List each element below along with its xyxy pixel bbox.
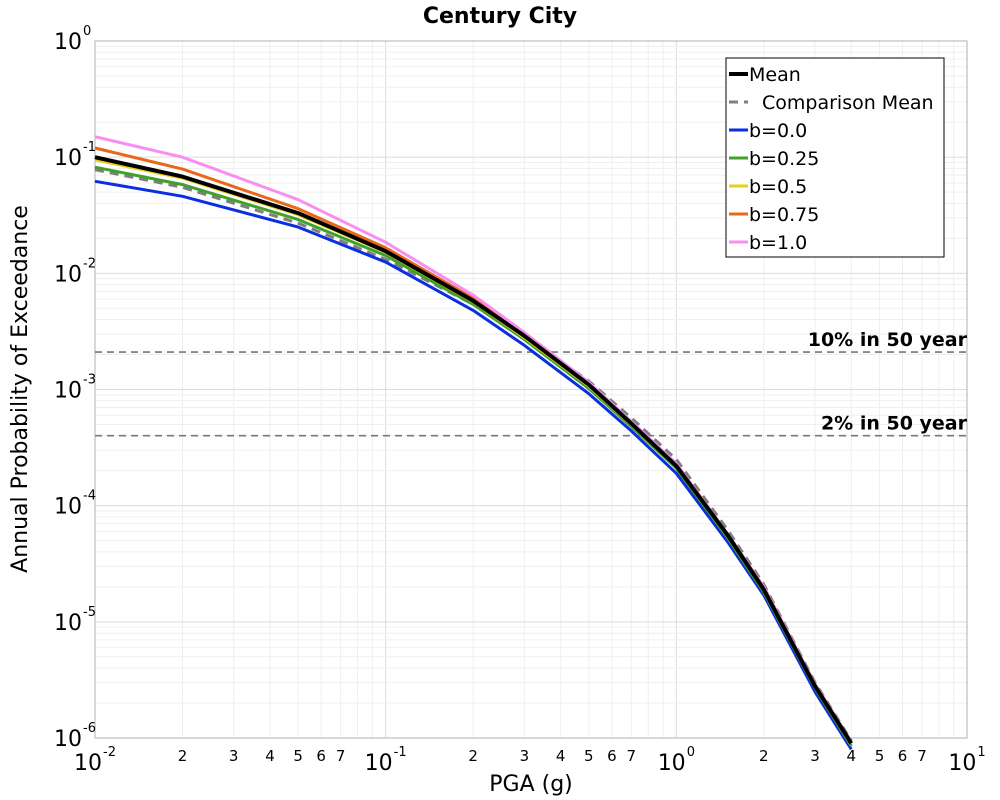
legend: Mean Comparison Mean b=0.0 b=0.25 b=0.5 b=0.7… — [725, 57, 945, 258]
plot-grid — [94, 41, 967, 739]
x-minor-tick-label: 3 — [520, 747, 530, 765]
x-minor-tick-label: 3 — [229, 747, 239, 765]
y-tick-label: 10-3 — [54, 373, 96, 404]
x-minor-tick-label: 3 — [810, 747, 820, 765]
x-tick-label: 10-1 — [365, 745, 407, 776]
x-minor-tick-label: 5 — [875, 747, 885, 765]
y-axis-label: Annual Probability of Exceedance — [8, 205, 33, 573]
x-minor-tick-label: 7 — [336, 747, 346, 765]
x-minor-tick-label: 6 — [607, 747, 617, 765]
reference-line-label: 10% in 50 year — [808, 329, 968, 351]
legend-label: b=0.25 — [749, 148, 819, 170]
legend-box — [725, 57, 945, 258]
y-tick-label: 10-4 — [54, 489, 96, 520]
x-tick-label: 100 — [658, 745, 695, 776]
y-tick-label: 10-5 — [54, 605, 96, 636]
legend-label: b=0.0 — [749, 120, 807, 142]
x-minor-tick-label: 6 — [316, 747, 326, 765]
series-line — [94, 155, 853, 745]
x-minor-tick-label: 4 — [265, 747, 275, 765]
legend-label: Comparison Mean — [762, 92, 934, 114]
y-tick-label: 100 — [54, 24, 91, 55]
x-minor-tick-label: 7 — [917, 747, 927, 765]
series-lines — [94, 135, 853, 751]
y-tick-label: 10-1 — [54, 140, 96, 171]
x-minor-tick-label: 2 — [468, 747, 478, 765]
x-minor-tick-label: 7 — [627, 747, 637, 765]
x-minor-tick-label: 2 — [759, 747, 769, 765]
y-tick-label: 10-2 — [54, 256, 96, 287]
x-axis-label: PGA (g) — [489, 772, 573, 797]
x-tick-label: 101 — [948, 745, 985, 776]
x-minor-tick-label: 5 — [584, 747, 594, 765]
y-tick-label: 10-6 — [54, 721, 96, 752]
legend-label: b=1.0 — [749, 232, 807, 254]
x-minor-tick-label: 6 — [898, 747, 908, 765]
chart-title: Century City — [423, 4, 577, 29]
plot-frame — [94, 40, 968, 739]
x-minor-tick-label: 2 — [178, 747, 188, 765]
x-minor-tick-label: 4 — [847, 747, 857, 765]
legend-label: Mean — [749, 64, 801, 86]
legend-label: b=0.75 — [749, 204, 819, 226]
reference-line-label: 2% in 50 year — [821, 413, 968, 435]
x-minor-tick-label: 4 — [556, 747, 566, 765]
x-minor-tick-label: 5 — [293, 747, 303, 765]
legend-label: b=0.5 — [749, 176, 807, 198]
